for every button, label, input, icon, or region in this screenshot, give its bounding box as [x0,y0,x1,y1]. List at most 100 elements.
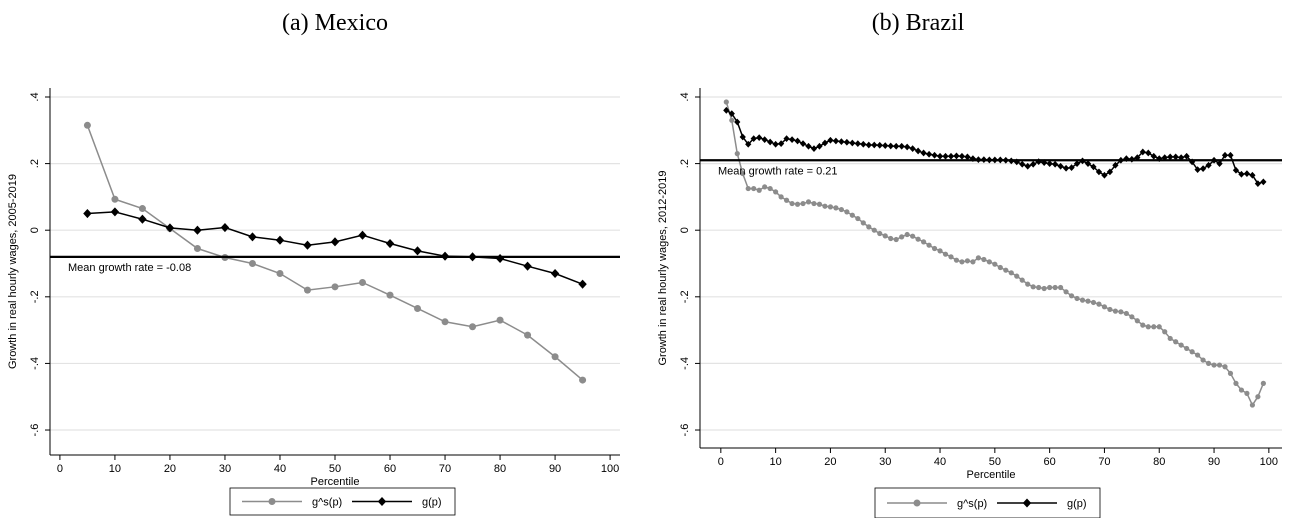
data-point [876,141,883,149]
data-point [805,199,812,205]
data-point [1178,154,1185,161]
data-point [789,200,795,207]
data-point [1189,349,1195,355]
data-point [193,225,202,235]
data-point [1167,335,1173,342]
data-point [882,233,888,239]
data-point [303,286,311,294]
data-point [947,152,955,160]
data-point [772,140,779,148]
data-point [138,205,146,213]
data-point [844,209,850,215]
data-point [1035,158,1042,165]
data-point [788,136,796,143]
data-point [860,220,866,226]
data-point [849,139,856,147]
data-point [1063,289,1069,295]
x-tick-label: 30 [879,456,891,468]
data-point [1216,362,1223,368]
legend-label: g(p) [1067,498,1087,510]
data-point [275,235,285,245]
x-tick-label: 100 [601,463,619,475]
y-tick-label: -.2 [679,290,691,303]
data-point [1167,153,1174,161]
data-point [833,205,839,211]
data-point [1183,152,1190,160]
x-tick-label: 70 [439,463,451,475]
data-point [866,224,872,230]
data-point [854,140,861,147]
data-point [1041,285,1047,292]
data-point [773,189,779,195]
y-tick-label: -.4 [29,357,41,370]
data-point [165,223,175,233]
data-point [1200,357,1206,363]
data-point [1189,158,1196,166]
data-point [1107,306,1113,313]
data-point [992,261,998,267]
data-point [1014,273,1020,279]
data-point [794,137,801,145]
data-point [1051,160,1059,168]
data-point [997,264,1003,271]
data-point [1244,390,1250,396]
data-point [855,215,861,222]
data-point [1151,324,1157,330]
data-point [524,331,532,339]
data-point [1112,308,1119,314]
data-point [1068,293,1075,299]
legend-label: g^s(p) [312,497,342,509]
data-point [877,230,883,237]
data-point [1019,277,1025,283]
data-point [893,236,899,243]
data-point [1003,267,1009,273]
data-point [1019,160,1026,168]
data-point [248,232,257,242]
data-point [111,195,119,203]
data-point [931,151,938,159]
data-point [1232,166,1240,174]
x-tick-label: 80 [494,463,506,475]
data-point [1041,159,1048,166]
data-point [1106,168,1114,176]
data-point [1030,284,1036,290]
data-point [1079,297,1086,303]
data-point [799,140,807,147]
data-point [888,235,894,242]
data-point [981,256,987,263]
data-point [1205,161,1212,169]
data-point [778,194,784,200]
mean-annotation: Mean growth rate = 0.21 [718,165,838,177]
data-point [1057,284,1064,291]
data-point [414,304,422,312]
data-point [359,278,367,286]
data-point [330,237,340,247]
x-tick-label: 0 [718,456,724,468]
y-axis-label: Growth in real hourly wages, 2005-2019 [7,174,19,369]
data-point [1123,155,1130,162]
data-point [1134,318,1140,324]
data-point [821,139,829,147]
data-point [1173,339,1179,345]
legend-label: g^s(p) [957,498,987,510]
data-point [1024,162,1031,170]
data-point [931,245,938,252]
data-point [964,153,971,161]
data-point [734,118,741,126]
data-point [1145,149,1152,157]
data-point [1112,161,1119,169]
data-point [739,133,746,141]
data-point [1025,281,1031,287]
legend-marker [377,496,387,507]
data-point [783,197,790,203]
panel-title: (a) Mexico [282,10,388,36]
data-point [909,145,916,152]
data-point [811,200,817,207]
data-point [1194,166,1201,173]
data-point [893,142,900,150]
data-point [953,257,960,263]
x-tick-label: 40 [274,463,286,475]
data-point [83,209,92,219]
data-point [1161,154,1168,161]
data-point [1150,152,1157,160]
